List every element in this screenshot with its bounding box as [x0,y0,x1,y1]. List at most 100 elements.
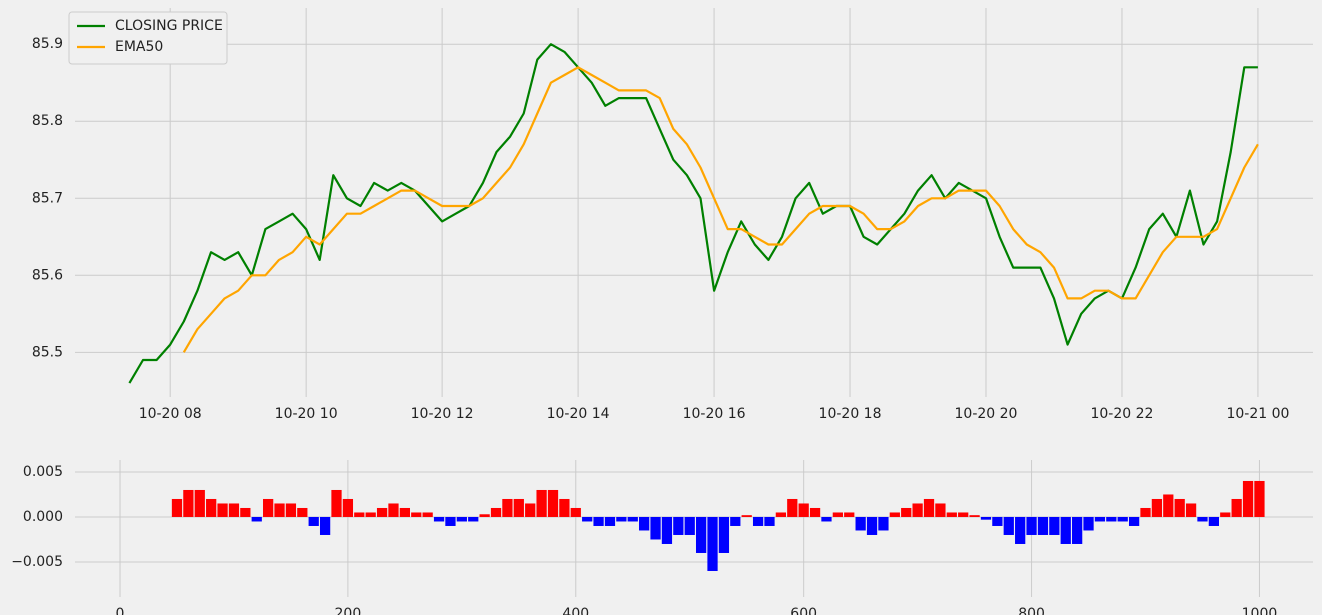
x-tick-label: 10-20 10 [275,406,338,422]
bar [411,512,422,517]
bar [639,516,650,531]
y-tick-label: 85.7 [32,190,63,206]
bar [752,516,764,526]
bar [1026,516,1037,535]
bar [331,489,342,517]
bar [1185,503,1197,517]
bar [1208,516,1219,526]
bar [684,516,695,535]
bar [240,507,251,517]
bar [171,498,183,517]
x-tick-label: 0 [116,606,125,615]
bar [980,516,992,520]
bar [319,516,331,535]
bar [832,512,843,517]
x-tick-label: 10-20 14 [547,406,610,422]
bar [593,516,604,526]
bar [1242,480,1254,517]
x-tick-label: 200 [335,606,362,615]
bar [1094,516,1106,522]
bar [502,498,513,517]
x-tick-label: 10-20 18 [819,406,882,422]
bar [354,512,365,517]
bar [274,503,285,517]
bar [536,489,547,517]
bar [1003,516,1014,535]
bar [661,516,673,544]
y-tick-label: −0.005 [11,554,63,570]
bar [958,512,969,517]
x-tick-label: 400 [562,606,589,615]
bar [547,489,559,517]
bar [263,498,274,517]
bar [376,507,388,517]
bar [570,507,581,517]
bar [365,512,376,517]
bar [775,512,787,517]
bar [764,516,775,526]
bar [183,489,194,517]
bar [490,507,502,517]
bar [855,516,866,531]
bar [1197,516,1208,522]
bar [1140,507,1151,517]
bar [1254,480,1265,517]
y-tick-label: 0.000 [23,509,63,525]
bar [821,516,832,522]
bar [308,516,319,526]
bar [992,516,1003,526]
bar [342,498,354,517]
x-tick-label: 10-20 16 [683,406,746,422]
bar [798,503,809,517]
bar [1083,516,1094,531]
bar [718,516,730,553]
bar [479,514,490,517]
bar [1060,516,1071,544]
y-tick-label: 85.8 [32,113,63,129]
x-tick-label: 1000 [1242,606,1278,615]
bar [1117,516,1128,522]
bar [604,516,616,526]
legend-label: CLOSING PRICE [115,18,223,34]
bar [1015,516,1026,544]
series-line [128,43,1258,384]
x-tick-label: 10-20 12 [411,406,474,422]
x-tick-label: 10-20 08 [139,406,202,422]
x-tick-label: 10-20 20 [955,406,1018,422]
bar [194,489,205,517]
bar [878,516,889,531]
bar [912,503,923,517]
legend-frame [68,11,228,65]
bar [1174,498,1185,517]
bar [468,516,479,522]
bar [525,503,536,517]
y-tick-label: 85.6 [32,267,63,283]
bar [741,515,752,517]
bar [1231,498,1242,517]
bar [866,516,878,535]
bar [707,516,718,571]
bar [399,507,410,517]
bar [513,498,524,517]
bar [217,503,228,517]
bar [582,516,593,522]
legend-label: EMA50 [115,39,163,55]
y-tick-label: 85.5 [32,344,63,360]
bar [251,516,262,522]
bar [388,503,399,517]
bar [616,516,627,522]
bar [730,516,741,526]
x-tick-label: 600 [790,606,817,615]
bar [559,498,570,517]
x-tick-label: 10-21 00 [1226,406,1289,422]
bar [1151,498,1163,517]
bar [433,516,445,522]
x-tick-label: 10-20 22 [1090,406,1153,422]
bar [844,512,855,517]
bar [456,516,467,522]
bar [1072,516,1083,544]
bar [228,503,240,517]
bar [935,503,946,517]
